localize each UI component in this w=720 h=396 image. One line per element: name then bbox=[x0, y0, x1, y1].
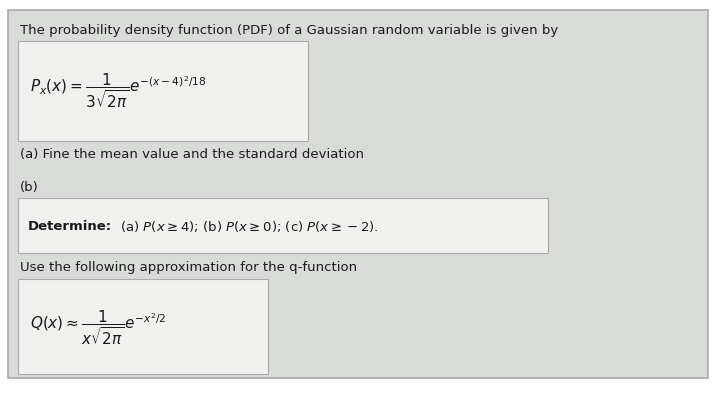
FancyBboxPatch shape bbox=[18, 279, 268, 374]
FancyBboxPatch shape bbox=[18, 41, 308, 141]
Text: (a) Fine the mean value and the standard deviation: (a) Fine the mean value and the standard… bbox=[20, 148, 364, 161]
FancyBboxPatch shape bbox=[8, 10, 708, 378]
Text: Use the following approximation for the q-function: Use the following approximation for the … bbox=[20, 261, 357, 274]
Text: $P_x(x) = \dfrac{1}{3\sqrt{2\pi}}e^{-(x-4)^2/18}$: $P_x(x) = \dfrac{1}{3\sqrt{2\pi}}e^{-(x-… bbox=[30, 72, 207, 110]
Text: Determine:: Determine: bbox=[28, 219, 112, 232]
Text: The probability density function (PDF) of a Gaussian random variable is given by: The probability density function (PDF) o… bbox=[20, 24, 558, 37]
Text: (a) $P(x \geq 4)$; (b) $P(x \geq 0)$; (c) $P(x \geq -2)$.: (a) $P(x \geq 4)$; (b) $P(x \geq 0)$; (c… bbox=[116, 219, 379, 234]
Text: (b): (b) bbox=[20, 181, 39, 194]
Text: $Q(x) \approx \dfrac{1}{x\sqrt{2\pi}}e^{-x^2/2}$: $Q(x) \approx \dfrac{1}{x\sqrt{2\pi}}e^{… bbox=[30, 308, 166, 347]
FancyBboxPatch shape bbox=[18, 198, 548, 253]
